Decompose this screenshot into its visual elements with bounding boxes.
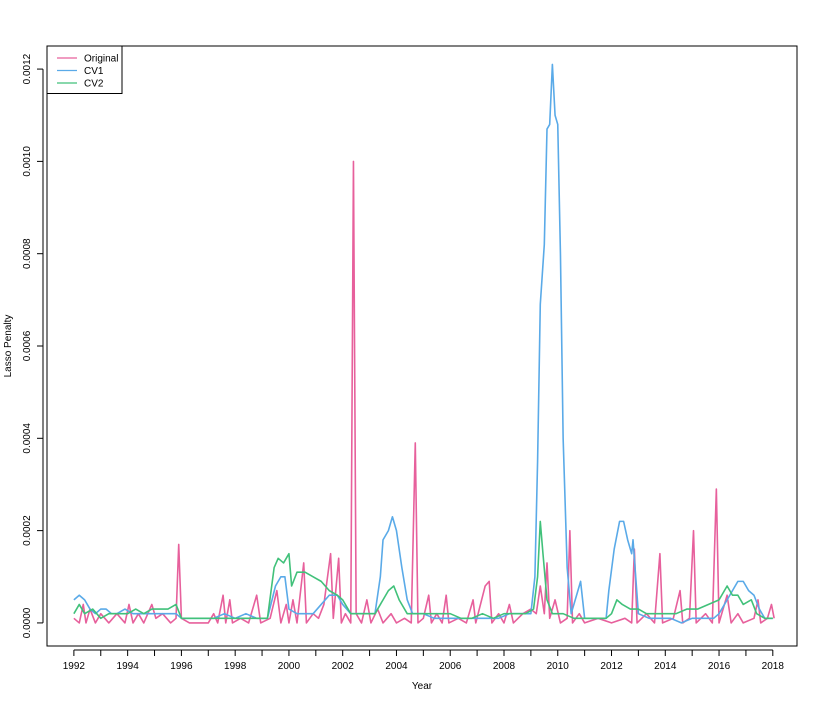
x-tick-label: 2004 <box>385 661 408 672</box>
x-tick-label: 1996 <box>170 661 193 672</box>
x-tick-label: 2012 <box>600 661 623 672</box>
series-line-cv2 <box>73 520 773 620</box>
x-tick-label: 1992 <box>63 661 86 672</box>
legend-label: CV1 <box>84 66 104 77</box>
x-tick-label: 2000 <box>278 661 301 672</box>
y-tick-label: 0.0006 <box>22 330 33 361</box>
y-tick-label: 0.0008 <box>22 238 33 269</box>
legend-label: Original <box>84 54 118 65</box>
x-tick-label: 2002 <box>332 661 355 672</box>
legend-box <box>46 45 123 94</box>
legend-label: CV2 <box>84 79 104 90</box>
x-tick-label: 1998 <box>224 661 247 672</box>
x-axis: 1992 1994 1996 1998 2000 2002 2004 2006 2008 2010… <box>63 649 785 672</box>
y-axis: 0.0000 0.0002 0.0004 0.0006 0.0008 0.0010 0.00… <box>22 53 44 638</box>
x-tick-label: 2014 <box>654 661 677 672</box>
x-tick-label: 2010 <box>547 661 570 672</box>
x-tick-label: 1994 <box>117 661 140 672</box>
series-layer <box>73 63 775 624</box>
y-tick-label: 0.0004 <box>22 423 33 454</box>
y-tick-label: 0.0010 <box>22 146 33 177</box>
y-tick-label: 0.0012 <box>22 53 33 84</box>
y-tick-label: 0.0002 <box>22 515 33 546</box>
plot-frame <box>46 45 798 647</box>
series-line-cv1 <box>73 63 773 624</box>
y-axis-title: Lasso Penalty <box>3 315 14 378</box>
y-tick-label: 0.0000 <box>22 607 33 638</box>
x-tick-label: 2006 <box>439 661 462 672</box>
x-tick-label: 2018 <box>762 661 785 672</box>
series-line-original <box>73 160 775 624</box>
x-axis-title: Year <box>412 681 433 692</box>
x-tick-label: 2008 <box>493 661 516 672</box>
x-tick-label: 2016 <box>708 661 731 672</box>
